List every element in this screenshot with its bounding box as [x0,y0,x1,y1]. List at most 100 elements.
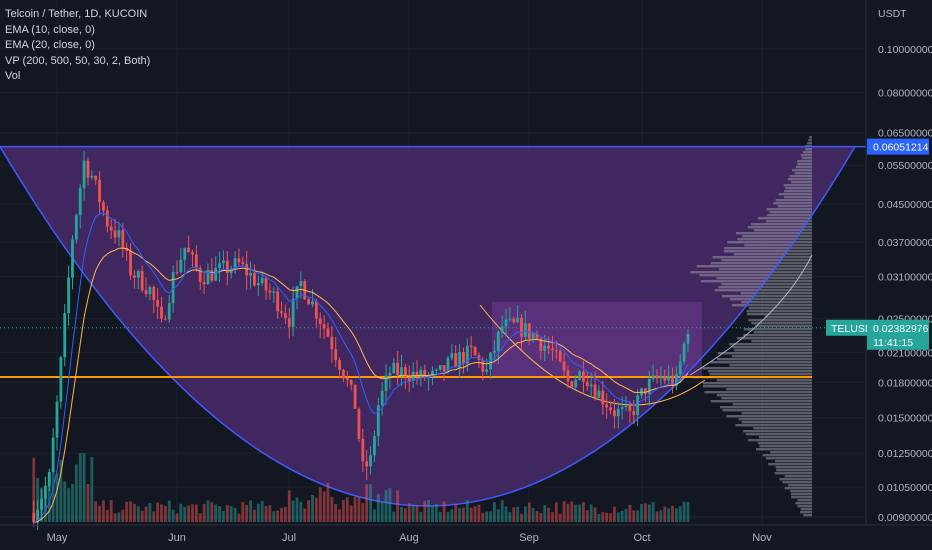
volume-bar [438,511,442,522]
volume-bar [326,482,330,522]
volume-bar [655,511,659,522]
candle-body [117,230,121,238]
volume-bar [570,501,574,522]
price-tick-label: 0.06500000 [878,128,932,140]
volume-bar [125,502,129,522]
candle-body [423,369,427,379]
volume-bar [663,506,667,522]
volume-profile-bar [702,385,812,388]
volume-bar [210,502,214,522]
candle-body [152,287,156,301]
volume-bar [133,503,136,522]
indicator-volume[interactable]: Vol [5,70,21,82]
volume-bar [102,500,105,522]
volume-bar [291,500,295,522]
volume-bar [388,488,392,522]
volume-bar [431,505,434,522]
candle-body [589,384,593,387]
price-tick-label: 0.08000000 [878,87,932,99]
candle-body [403,367,407,378]
volume-bar [485,511,489,522]
volume-bar [489,511,492,522]
volume-profile-bar [790,493,812,496]
candle-body [512,318,516,323]
candle-body [295,286,299,299]
candle-body [338,360,341,370]
candle-body [616,408,620,417]
volume-profile-bar [802,151,812,154]
volume-bar [67,488,71,522]
volume-profile-bar [801,157,812,160]
time-tick-label: Aug [399,532,419,544]
volume-bar [245,504,249,522]
candle-body [663,376,667,381]
volume-profile-bar [803,514,812,517]
candle-body [450,353,454,359]
candle-body [86,160,90,178]
volume-bar [574,504,578,522]
volume-profile-bar [732,346,812,349]
volume-profile-bar [759,445,812,448]
volume-bar [225,505,229,522]
volume-bar [620,510,624,522]
candle-body [566,370,570,382]
volume-profile-bar [721,283,812,286]
volume-profile-bar [743,430,812,433]
volume-profile-bar [722,409,812,412]
currency-label[interactable]: USDT [878,8,907,20]
volume-bar [314,497,318,522]
volume-bar [493,502,496,522]
candle-body [32,512,36,523]
volume-bar [237,513,241,522]
volume-bar [59,459,63,522]
candle-body [268,290,272,293]
volume-bar [206,500,210,522]
volume-bar [194,504,198,522]
volume-bar [543,505,547,522]
candle-body [554,350,558,352]
volume-profile-bar [719,268,812,271]
volume-profile-bar [708,370,812,373]
volume-bar [283,507,287,522]
volume-profile-bar [748,307,812,310]
candle-body [183,247,187,260]
volume-bar [349,505,353,522]
candle-body [380,390,384,406]
volume-bar [554,502,558,522]
candle-body [373,436,376,456]
volume-bar [558,513,562,522]
candle-body [469,345,473,348]
indicator-ema20[interactable]: EMA (20, close, 0) [5,39,95,51]
indicator-ema10[interactable]: EMA (10, close, 0) [5,23,95,36]
candle-body [369,455,372,467]
volume-bar [353,496,357,522]
volume-bar [249,500,252,522]
candle-body [620,407,624,409]
symbol-title[interactable]: Telcoin / Tether, 1D, KUCOIN [5,8,148,20]
indicator-volume-profile[interactable]: VP (200, 500, 50, 30, 2, Both) [5,54,151,67]
volume-profile-bar [709,373,812,376]
candle-body [94,175,98,180]
candle-body [415,371,419,377]
volume-profile [690,136,812,517]
candle-body [98,179,101,203]
volume-profile-bar [733,253,812,256]
candle-body [520,317,523,337]
candle-body [427,375,431,379]
volume-profile-bar [758,436,812,439]
volume-bar [167,500,171,522]
volume-bar [593,507,597,522]
volume-bar [109,500,113,522]
volume-bar [144,506,148,522]
volume-profile-bar [753,427,812,430]
candle-body [671,375,674,386]
volume-bar [32,457,36,522]
volume-profile-bar [747,226,812,229]
candle-body [326,328,330,337]
volume-profile-bar [800,154,812,157]
candle-body [632,411,636,415]
volume-profile-bar [717,358,812,361]
volume-profile-bar [766,214,812,217]
time-tick-label: Oct [633,532,650,544]
